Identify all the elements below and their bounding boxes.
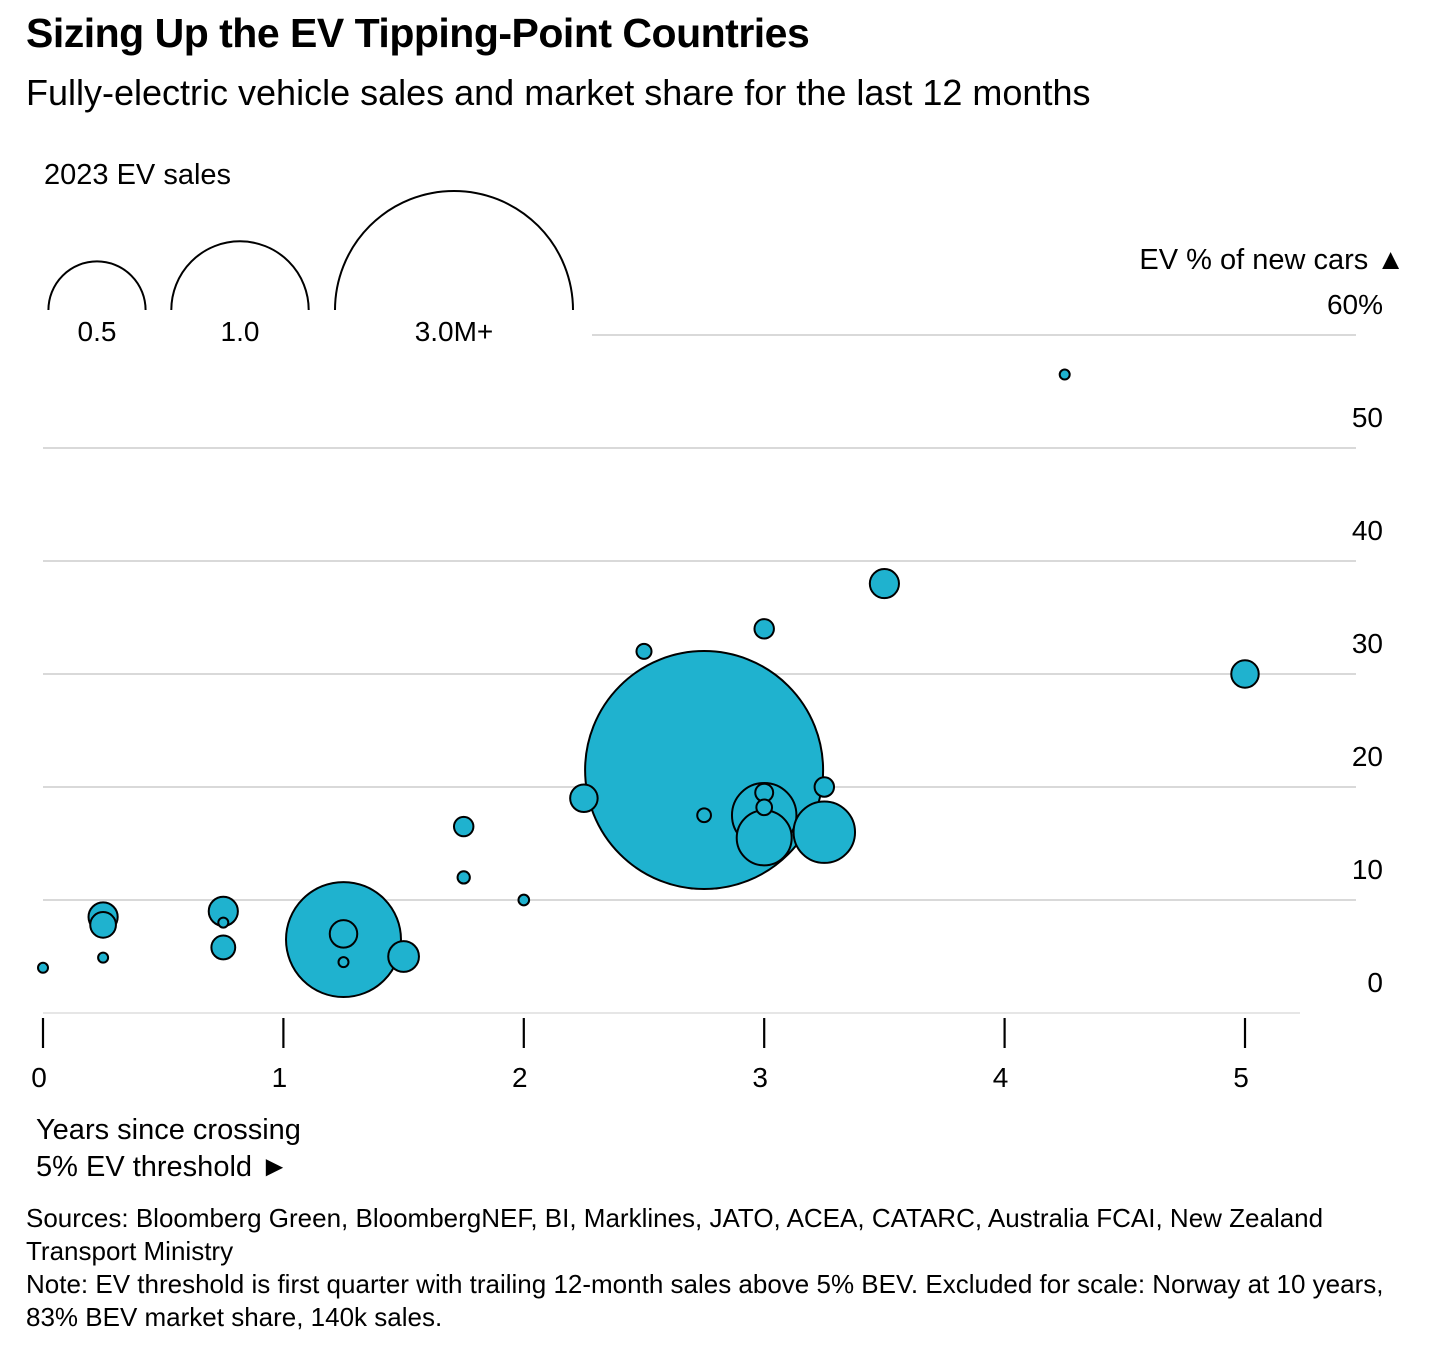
bubble bbox=[635, 642, 653, 660]
bubble bbox=[735, 809, 793, 867]
x-tick-label: 4 bbox=[993, 1062, 1009, 1093]
size-legend: 2023 EV sales 0.5 1.0 3.0M+ bbox=[44, 159, 574, 347]
bubble bbox=[813, 776, 836, 798]
bubble bbox=[456, 870, 471, 885]
y-tick-label: 10 bbox=[1352, 854, 1383, 885]
chart-subtitle: Fully-electric vehicle sales and market … bbox=[26, 72, 1091, 113]
bubble-chart: 2023 EV sales 0.5 1.0 3.0M+ EV % of new ca… bbox=[31, 159, 1405, 1183]
bubble bbox=[328, 919, 359, 949]
x-axis-title: Years since crossing bbox=[36, 1114, 301, 1146]
size-legend-arc bbox=[47, 260, 147, 311]
y-tick-label: 50 bbox=[1352, 402, 1383, 433]
y-tick-label: 0 bbox=[1367, 967, 1383, 998]
x-tick-label: 5 bbox=[1233, 1062, 1249, 1093]
sources-text: Sources: Bloomberg Green, BloombergNEF, … bbox=[26, 1203, 1324, 1266]
x-axis-title-line1: Years since crossing bbox=[36, 1114, 301, 1146]
bubble bbox=[517, 893, 531, 907]
bubble bbox=[217, 916, 230, 929]
size-legend-label: 3.0M+ bbox=[415, 316, 494, 347]
size-legend-arc bbox=[334, 190, 574, 311]
y-tick-label: 40 bbox=[1352, 515, 1383, 546]
bubble bbox=[696, 807, 712, 824]
chart-title: Sizing Up the EV Tipping-Point Countries bbox=[26, 10, 810, 56]
bubble bbox=[868, 568, 900, 600]
bubble bbox=[755, 798, 774, 817]
bubble bbox=[387, 940, 420, 973]
y-tick-label: 30 bbox=[1352, 628, 1383, 659]
size-legend-label: 1.0 bbox=[221, 316, 260, 347]
bubble bbox=[89, 911, 117, 939]
bubble bbox=[1058, 368, 1071, 381]
y-tick-label: 20 bbox=[1352, 741, 1383, 772]
x-axis-title: 5% EV threshold ► bbox=[36, 1151, 289, 1183]
y-tick-label: 60% bbox=[1327, 289, 1383, 320]
bubble bbox=[1230, 659, 1260, 689]
chart-footer: Sources: Bloomberg Green, BloombergNEF, … bbox=[26, 1202, 1416, 1334]
note-text: Note: EV threshold is first quarter with… bbox=[26, 1269, 1384, 1332]
x-tick-label: 2 bbox=[512, 1062, 528, 1093]
size-legend-arc bbox=[170, 240, 310, 311]
x-axis-title-line2: 5% EV threshold ► bbox=[36, 1151, 289, 1183]
bubble bbox=[569, 783, 599, 814]
y-axis-title: EV % of new cars ▲ bbox=[1139, 244, 1405, 276]
bubble bbox=[37, 961, 49, 974]
bubble bbox=[210, 934, 237, 961]
bubble bbox=[97, 951, 110, 964]
size-legend-title: 2023 EV sales bbox=[44, 159, 231, 191]
bubble bbox=[792, 800, 857, 864]
bubble bbox=[337, 956, 350, 969]
bubble bbox=[452, 815, 475, 838]
y-axis: EV % of new cars ▲ 0 10 20 30 40 50 60% bbox=[1139, 244, 1405, 998]
x-axis: Years since crossing 5% EV threshold ► 0… bbox=[31, 1018, 1249, 1183]
bubble-series bbox=[37, 368, 1260, 999]
size-legend-label: 0.5 bbox=[78, 316, 117, 347]
bubble bbox=[753, 618, 775, 640]
x-tick-label: 3 bbox=[752, 1062, 768, 1093]
x-tick-label: 0 bbox=[31, 1062, 47, 1093]
x-tick-label: 1 bbox=[272, 1062, 288, 1093]
